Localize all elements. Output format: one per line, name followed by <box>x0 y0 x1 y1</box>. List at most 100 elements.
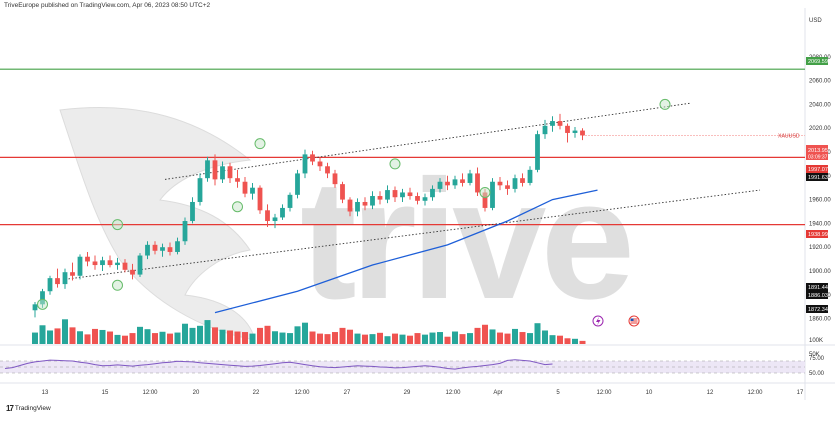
candle[interactable] <box>467 173 473 183</box>
candle[interactable] <box>572 130 578 133</box>
candle[interactable] <box>145 244 150 256</box>
candle[interactable] <box>497 181 503 186</box>
candle[interactable] <box>317 161 323 167</box>
rsi-line[interactable] <box>4 359 553 370</box>
trend-channel-lower[interactable] <box>64 189 761 280</box>
candle[interactable] <box>32 304 38 311</box>
volume-pane[interactable] <box>32 319 586 344</box>
swing-marker[interactable] <box>254 138 266 150</box>
candle[interactable] <box>535 134 540 170</box>
candle[interactable] <box>415 196 420 201</box>
candle[interactable] <box>565 125 570 133</box>
candle[interactable] <box>452 179 458 186</box>
candle[interactable] <box>437 181 443 189</box>
candle[interactable] <box>85 256 90 262</box>
candle[interactable] <box>92 261 98 266</box>
candle[interactable] <box>197 178 203 202</box>
candle[interactable] <box>377 196 383 200</box>
candle[interactable] <box>520 178 525 183</box>
candle[interactable] <box>205 160 210 179</box>
candle[interactable] <box>482 192 488 208</box>
candle[interactable] <box>310 154 315 162</box>
candle[interactable] <box>512 178 518 189</box>
candle[interactable] <box>190 201 195 222</box>
candle[interactable] <box>430 188 435 198</box>
candle[interactable] <box>77 256 83 276</box>
swing-marker[interactable] <box>479 186 491 198</box>
swing-marker[interactable] <box>112 219 123 231</box>
candle[interactable] <box>287 194 293 208</box>
candle[interactable] <box>182 221 188 242</box>
candle[interactable] <box>115 262 120 266</box>
candle[interactable] <box>62 272 68 285</box>
candle[interactable] <box>227 166 233 179</box>
candle[interactable] <box>55 278 60 285</box>
candle[interactable] <box>167 247 173 252</box>
candle[interactable] <box>475 173 480 193</box>
candle[interactable] <box>355 201 360 212</box>
rsi-pane[interactable] <box>0 359 805 374</box>
time-axis-tick: 5 <box>556 390 560 396</box>
candle[interactable] <box>160 247 165 251</box>
candle[interactable] <box>580 130 585 136</box>
candle[interactable] <box>407 192 413 197</box>
candle[interactable] <box>527 169 533 183</box>
candle[interactable] <box>265 210 270 222</box>
candle[interactable] <box>212 160 218 180</box>
tradingview-logo[interactable]: 17 TradingView <box>6 404 51 413</box>
swing-marker[interactable] <box>232 201 243 213</box>
candle[interactable] <box>362 201 368 206</box>
moving-average-line[interactable] <box>214 189 598 314</box>
price-pane[interactable] <box>0 68 805 318</box>
lightning-icon[interactable] <box>592 315 604 327</box>
candle[interactable] <box>332 173 338 185</box>
candle[interactable] <box>122 262 128 270</box>
candle[interactable] <box>422 197 428 201</box>
candle[interactable] <box>295 173 300 195</box>
candle[interactable] <box>400 192 405 198</box>
tradingview-logo-text: TradingView <box>14 405 51 412</box>
candle[interactable] <box>107 260 113 266</box>
candle[interactable] <box>340 184 345 200</box>
candle[interactable] <box>250 187 255 194</box>
candle[interactable] <box>505 185 510 189</box>
candle[interactable] <box>347 199 353 212</box>
candle[interactable] <box>272 217 278 222</box>
candle[interactable] <box>445 181 450 186</box>
swing-marker[interactable] <box>37 298 48 310</box>
flag-us-icon[interactable] <box>628 315 640 327</box>
candle[interactable] <box>130 269 135 275</box>
swing-marker[interactable] <box>659 98 671 110</box>
candle[interactable] <box>257 187 263 211</box>
candle[interactable] <box>100 260 105 266</box>
candle[interactable] <box>242 181 248 194</box>
candle[interactable] <box>392 190 398 198</box>
candle[interactable] <box>460 179 465 183</box>
candle[interactable] <box>70 272 75 276</box>
candle[interactable] <box>137 255 143 275</box>
candle[interactable] <box>550 121 555 126</box>
candle[interactable] <box>40 291 45 305</box>
swing-marker[interactable] <box>389 158 401 170</box>
candle[interactable] <box>280 207 285 218</box>
time-axis-tick: Apr <box>493 390 502 396</box>
candle[interactable] <box>152 244 158 251</box>
candle[interactable] <box>557 121 563 126</box>
candle[interactable] <box>220 166 225 180</box>
candle[interactable] <box>385 190 390 200</box>
candle[interactable] <box>542 125 548 135</box>
candle[interactable] <box>370 196 375 206</box>
volume-bar <box>69 327 76 344</box>
candle[interactable] <box>235 178 240 182</box>
candle[interactable] <box>325 166 330 174</box>
volume-bar <box>459 334 466 344</box>
candle[interactable] <box>490 181 495 208</box>
candle[interactable] <box>175 241 180 252</box>
time-axis-tick: 15 <box>102 390 109 396</box>
candle[interactable] <box>302 154 308 174</box>
time-axis[interactable]: 13 15 12:00 20 22 12:00 27 29 12:00 Apr 5 12:00 10 12… <box>42 390 804 396</box>
candle[interactable] <box>47 278 53 292</box>
trend-channel-upper[interactable] <box>164 102 691 180</box>
swing-marker[interactable] <box>112 279 123 291</box>
